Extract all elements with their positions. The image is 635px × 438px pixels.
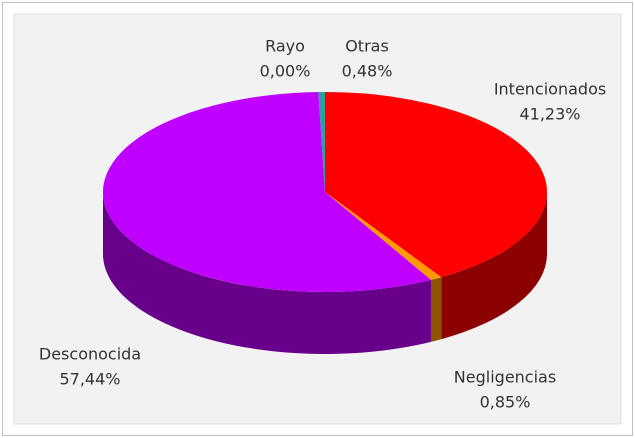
slice-value-label: 41,23% bbox=[519, 105, 580, 124]
slice-label: Negligencias bbox=[454, 368, 556, 387]
pie-slice-side bbox=[441, 192, 547, 340]
pie-slice-side bbox=[103, 192, 431, 354]
pie-slice-side bbox=[430, 277, 442, 342]
pie-slice bbox=[325, 92, 548, 278]
slice-value-label: 0,48% bbox=[342, 62, 393, 81]
slice-label: Intencionados bbox=[494, 80, 606, 99]
slice-value-label: 0,85% bbox=[480, 393, 531, 412]
slice-label: Desconocida bbox=[39, 345, 141, 364]
pie-slice bbox=[102, 92, 431, 293]
slice-label: Rayo bbox=[265, 37, 305, 56]
slice-value-label: 57,44% bbox=[59, 370, 120, 389]
slice-label: Otras bbox=[345, 37, 389, 56]
slice-value-label: 0,00% bbox=[260, 62, 311, 81]
pie-slice bbox=[318, 92, 325, 192]
pie-slice bbox=[325, 192, 442, 280]
